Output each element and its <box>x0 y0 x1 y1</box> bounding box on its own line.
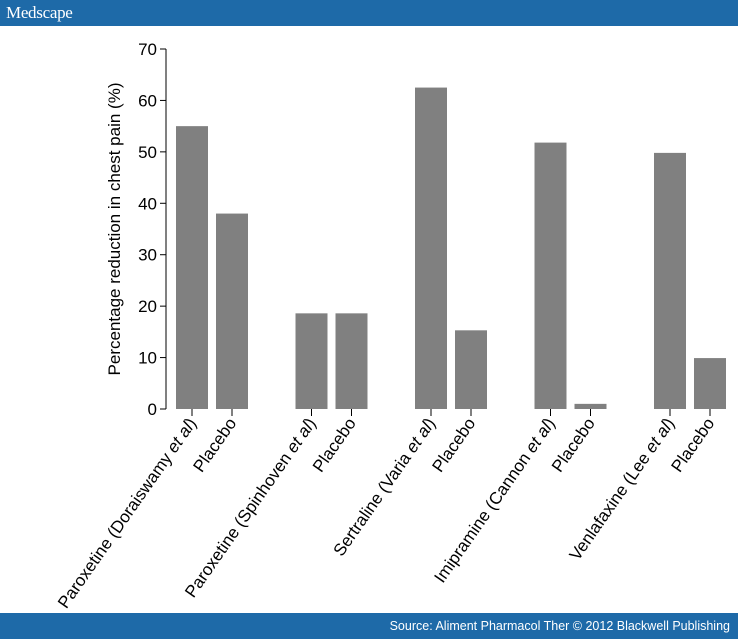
y-tick-label: 10 <box>138 349 157 368</box>
y-tick-label: 50 <box>138 143 157 162</box>
bar-1 <box>216 213 248 409</box>
bar-chart: 0 10 20 30 40 50 60 70 Paroxetine (Doraiswamy e… <box>54 40 726 612</box>
bar-8 <box>654 152 686 409</box>
bar-2 <box>295 313 328 409</box>
bar-5 <box>455 330 487 409</box>
header-bar: Medscape <box>0 0 738 26</box>
footer-bar: Source: Aliment Pharmacol Ther © 2012 Bl… <box>0 613 738 639</box>
y-tick-label: 20 <box>138 297 157 316</box>
bar-6 <box>534 142 567 409</box>
source-credit: Source: Aliment Pharmacol Ther © 2012 Bl… <box>389 619 730 633</box>
bar-7 <box>574 403 607 409</box>
x-tick-label: Paroxetine (Spinhoven et al) <box>181 414 320 601</box>
bar-0 <box>176 126 208 410</box>
brand-logo: Medscape <box>6 3 73 22</box>
x-axis: Paroxetine (Doraiswamy et al)PlaceboParo… <box>54 409 718 612</box>
bar-3 <box>335 313 368 409</box>
y-tick-label: 30 <box>138 246 157 265</box>
y-axis-label: Percentage reduction in chest pain (%) <box>105 83 124 376</box>
x-tick-label: Paroxetine (Doraiswamy et al) <box>54 414 200 611</box>
y-tick-label: 70 <box>138 40 157 59</box>
y-tick-label: 0 <box>148 400 157 419</box>
y-tick-label: 40 <box>138 194 157 213</box>
bar-4 <box>415 87 447 410</box>
y-axis: 0 10 20 30 40 50 60 70 <box>138 40 167 419</box>
bars-group <box>176 87 726 410</box>
bar-9 <box>694 358 726 409</box>
y-tick-label: 60 <box>138 91 157 110</box>
